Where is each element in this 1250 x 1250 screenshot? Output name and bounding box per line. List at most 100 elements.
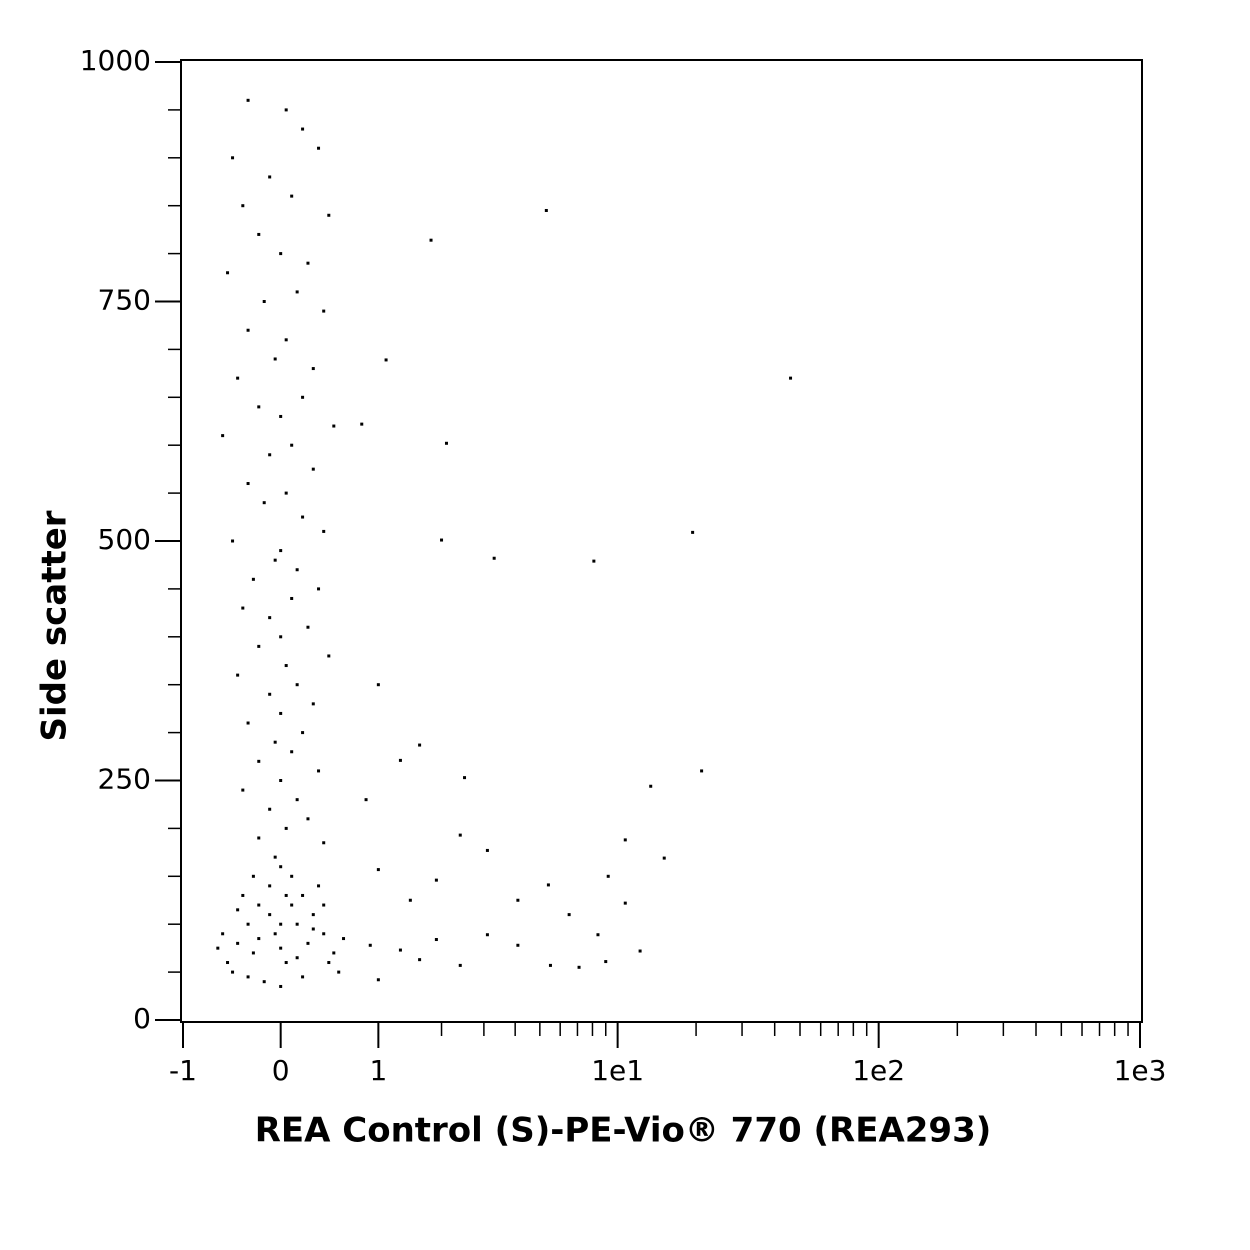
- data-point: [284, 826, 288, 830]
- x-tick-label: 1e1: [591, 1054, 644, 1087]
- data-point: [327, 654, 331, 658]
- data-point: [322, 309, 326, 313]
- data-point: [485, 848, 489, 852]
- data-point: [301, 731, 305, 735]
- data-point: [246, 721, 250, 725]
- plot-frame: [180, 59, 1143, 1023]
- data-point: [463, 776, 467, 780]
- data-point: [262, 300, 266, 303]
- data-point: [418, 958, 422, 962]
- data-point: [216, 946, 220, 950]
- x-tick-label: 1: [369, 1054, 387, 1087]
- data-point: [337, 970, 341, 974]
- data-point: [268, 692, 272, 696]
- data-point: [236, 376, 240, 380]
- data-point: [691, 530, 695, 534]
- data-point: [268, 807, 272, 811]
- data-point: [246, 328, 250, 332]
- data-point: [231, 539, 235, 543]
- data-point: [290, 596, 294, 600]
- data-point: [284, 338, 288, 342]
- data-point: [257, 903, 261, 907]
- data-point: [604, 960, 608, 964]
- x-axis-title: REA Control (S)-PE-Vio® 770 (REA293): [255, 1111, 992, 1151]
- data-point: [279, 984, 283, 988]
- data-point: [284, 491, 288, 495]
- data-point: [279, 922, 283, 926]
- data-point: [458, 963, 462, 967]
- data-point: [273, 740, 277, 744]
- data-point: [364, 798, 368, 802]
- data-point: [221, 932, 225, 936]
- data-point: [279, 549, 283, 553]
- data-point: [301, 127, 305, 131]
- data-point: [322, 903, 326, 907]
- data-point: [262, 501, 266, 505]
- data-point: [662, 856, 666, 860]
- data-point: [268, 453, 272, 457]
- data-point: [295, 290, 299, 294]
- data-point: [279, 779, 283, 782]
- data-point: [649, 784, 653, 788]
- data-point: [284, 108, 288, 112]
- data-point: [317, 587, 321, 591]
- data-point: [398, 758, 402, 762]
- data-point: [485, 933, 489, 937]
- data-point: [301, 975, 305, 979]
- y-tick-label: 0: [133, 1002, 151, 1035]
- data-point: [295, 956, 299, 960]
- data-point: [251, 874, 255, 878]
- data-point: [273, 855, 277, 859]
- data-point: [231, 156, 235, 160]
- data-point: [418, 743, 422, 747]
- data-point: [268, 616, 272, 620]
- data-point: [268, 913, 272, 917]
- data-point: [284, 961, 288, 965]
- data-point: [301, 515, 305, 519]
- data-point: [236, 908, 240, 912]
- x-tick-label: 1e3: [1114, 1054, 1167, 1087]
- data-point: [236, 673, 240, 677]
- data-point: [322, 529, 326, 533]
- data-point: [327, 213, 331, 217]
- data-point: [577, 965, 581, 969]
- data-point: [241, 606, 245, 610]
- data-point: [544, 208, 548, 212]
- data-point: [246, 482, 250, 486]
- data-point: [290, 750, 294, 754]
- data-point: [284, 893, 288, 897]
- data-point: [592, 559, 596, 563]
- data-point: [273, 357, 277, 361]
- data-point: [279, 252, 283, 256]
- data-point: [226, 271, 230, 275]
- data-point: [376, 978, 380, 982]
- data-point: [279, 865, 283, 869]
- data-point: [311, 467, 315, 471]
- data-point: [301, 893, 305, 897]
- data-point: [251, 577, 255, 581]
- x-tick-label: 1e2: [852, 1054, 905, 1087]
- data-point: [596, 933, 600, 937]
- x-tick-label: 0: [272, 1054, 290, 1087]
- data-point: [295, 798, 299, 802]
- data-point: [311, 367, 315, 371]
- data-point: [317, 769, 321, 773]
- data-point: [546, 883, 550, 887]
- data-point: [327, 961, 331, 965]
- data-point: [290, 874, 294, 878]
- y-tick-label: 500: [98, 523, 151, 556]
- data-point: [306, 941, 310, 945]
- data-point: [311, 913, 315, 917]
- data-point: [301, 395, 305, 399]
- data-point: [284, 664, 288, 668]
- data-point: [279, 414, 283, 418]
- data-point: [398, 948, 402, 952]
- data-point: [273, 558, 277, 562]
- data-point: [241, 204, 245, 208]
- data-point: [251, 951, 255, 955]
- data-point: [311, 702, 315, 706]
- data-point: [290, 194, 294, 198]
- y-tick-label: 250: [98, 763, 151, 796]
- data-point: [295, 568, 299, 572]
